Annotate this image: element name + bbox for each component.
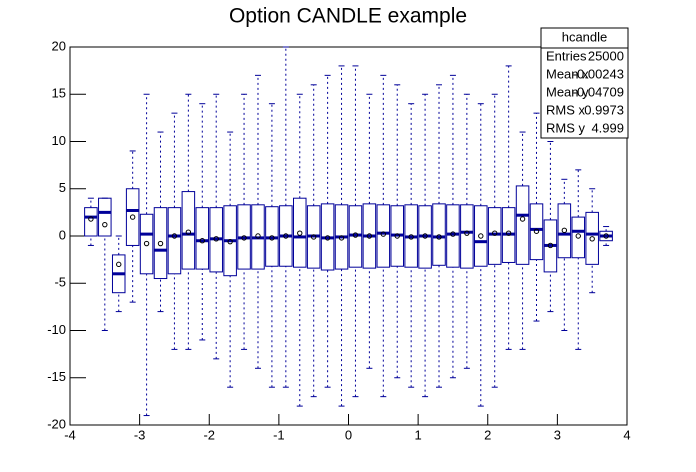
y-tick-label: 0	[59, 227, 66, 242]
mean-marker	[199, 238, 205, 244]
x-tick-label: -4	[64, 427, 76, 442]
mean-marker	[324, 235, 331, 241]
y-tick-label: -20	[47, 416, 66, 431]
candle-box	[84, 207, 98, 237]
mean-marker	[464, 230, 470, 236]
mean-marker	[519, 216, 526, 222]
candle-box	[529, 203, 544, 261]
candle-box	[125, 188, 140, 246]
mean-marker	[283, 233, 289, 239]
stats-box	[540, 27, 629, 139]
mean-marker	[561, 227, 568, 234]
mean-marker	[422, 233, 428, 239]
candle-box	[195, 207, 210, 270]
mean-marker	[366, 233, 373, 239]
mean-marker	[171, 233, 178, 239]
mean-marker	[589, 236, 595, 242]
mean-marker	[88, 216, 94, 222]
candle-box	[432, 203, 446, 266]
chart-title: Option CANDLE example	[229, 5, 467, 28]
mean-marker	[408, 234, 414, 240]
mean-marker	[533, 228, 540, 234]
mean-marker	[547, 242, 554, 249]
stats-label: RMS x	[546, 102, 586, 117]
stats-value: 25000	[588, 48, 624, 63]
candle-box	[376, 204, 391, 268]
mean-marker	[269, 235, 275, 241]
candle-box	[474, 205, 488, 267]
mean-marker	[492, 230, 498, 236]
stats-value: 4.999	[591, 120, 624, 135]
mean-marker	[394, 233, 400, 239]
mean-marker	[436, 234, 442, 240]
y-tick-label: 15	[52, 86, 66, 101]
mean-marker	[297, 230, 303, 236]
x-tick-label: 1	[415, 427, 422, 442]
candle-box	[153, 207, 168, 280]
x-tick-label: -1	[273, 427, 285, 442]
candle-box	[571, 216, 586, 259]
stats-value: -0.04709	[573, 84, 624, 99]
mean-marker	[157, 240, 164, 247]
mean-marker	[102, 221, 108, 228]
stats-label: Mean y	[546, 84, 589, 99]
mean-marker	[227, 238, 233, 245]
candle-box	[181, 191, 196, 270]
candle-box	[98, 197, 112, 237]
candle-box	[446, 204, 460, 268]
candle-box	[292, 197, 307, 268]
x-tick-label: -2	[203, 427, 215, 442]
y-tick-label: 5	[59, 180, 66, 195]
y-tick-label: 10	[52, 133, 66, 148]
candle-box	[515, 185, 530, 265]
candle-box	[487, 207, 502, 265]
x-tick-label: -3	[134, 427, 146, 442]
mean-marker	[129, 214, 136, 220]
stats-label: RMS y	[546, 120, 586, 135]
stats-value: 0.9973	[584, 102, 624, 117]
x-tick-label: 0	[345, 427, 352, 442]
mean-marker	[603, 233, 609, 239]
y-tick-label: -10	[47, 322, 66, 337]
mean-marker	[310, 234, 317, 240]
mean-marker	[241, 235, 247, 241]
candle-box	[557, 203, 572, 259]
mean-marker	[478, 233, 484, 239]
mean-marker	[213, 236, 219, 242]
mean-marker	[255, 233, 261, 239]
mean-marker	[450, 231, 456, 237]
mean-marker	[338, 235, 345, 241]
stats-value: -0.00243	[573, 66, 624, 81]
stats-label: Mean x	[546, 66, 589, 81]
mean-marker	[575, 233, 581, 239]
candle-box	[139, 213, 154, 275]
stats-title: hcandle	[562, 29, 608, 44]
mean-marker	[352, 232, 359, 238]
mean-marker	[143, 240, 150, 247]
x-tick-label: 2	[484, 427, 491, 442]
candle-box	[585, 211, 599, 265]
x-tick-label: 3	[554, 427, 561, 442]
y-tick-label: 20	[52, 38, 66, 53]
candle-box	[460, 204, 474, 269]
y-tick-label: -15	[47, 369, 66, 384]
mean-marker	[505, 230, 512, 236]
candle-box	[167, 207, 182, 275]
x-tick-label: 4	[623, 427, 630, 442]
y-tick-label: -5	[54, 275, 66, 290]
mean-marker	[116, 261, 122, 268]
mean-marker	[380, 231, 387, 237]
mean-marker	[185, 229, 192, 235]
stats-label: Entries	[546, 48, 587, 63]
